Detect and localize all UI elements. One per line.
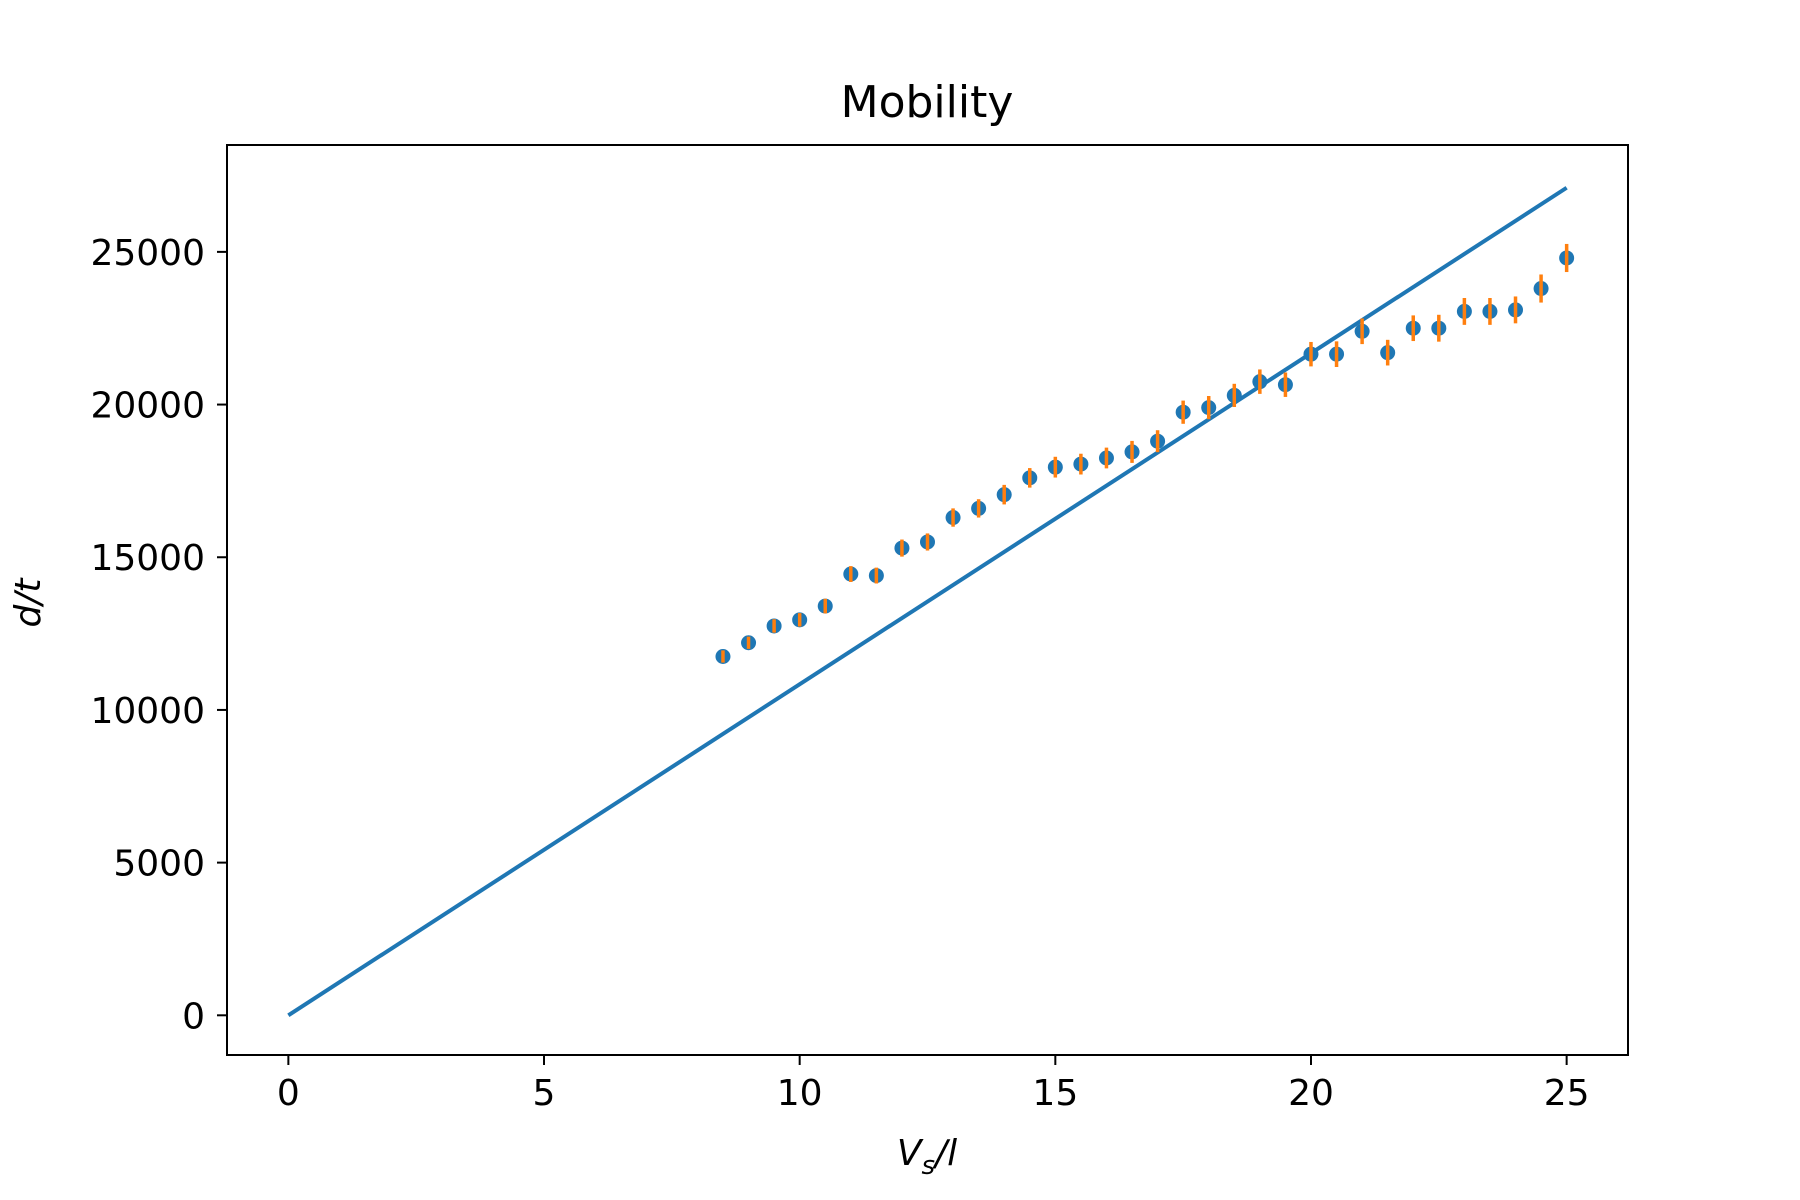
y-tick-label: 15000 [90, 538, 205, 579]
x-axis-title-rest: /l [932, 1133, 957, 1174]
x-axis-title-sub: s [921, 1151, 935, 1181]
y-tick-label: 0 [182, 996, 205, 1037]
fit-line [287, 186, 1568, 1017]
y-tick-label: 5000 [113, 844, 205, 885]
x-tick-label: 10 [777, 1073, 823, 1114]
x-axis-title-main: V [897, 1133, 924, 1174]
y-axis-title: d/t [8, 577, 49, 628]
x-tick-label: 25 [1544, 1073, 1590, 1114]
axes-frame [226, 144, 1629, 1056]
y-tick-label: 20000 [90, 386, 205, 427]
x-axis: 0 5 10 15 20 25 [277, 1055, 1590, 1114]
x-axis-title: Vs/l [897, 1133, 957, 1181]
x-tick-label: 20 [1288, 1073, 1334, 1114]
x-tick-label: 0 [277, 1073, 300, 1114]
chart-title: Mobility [841, 77, 1014, 128]
plot-area [287, 186, 1575, 1017]
y-axis: 0 5000 10000 15000 20000 25000 [90, 233, 227, 1037]
x-tick-label: 5 [533, 1073, 556, 1114]
y-tick-label: 10000 [90, 691, 205, 732]
y-tick-label: 25000 [90, 233, 205, 274]
x-tick-label: 15 [1032, 1073, 1078, 1114]
